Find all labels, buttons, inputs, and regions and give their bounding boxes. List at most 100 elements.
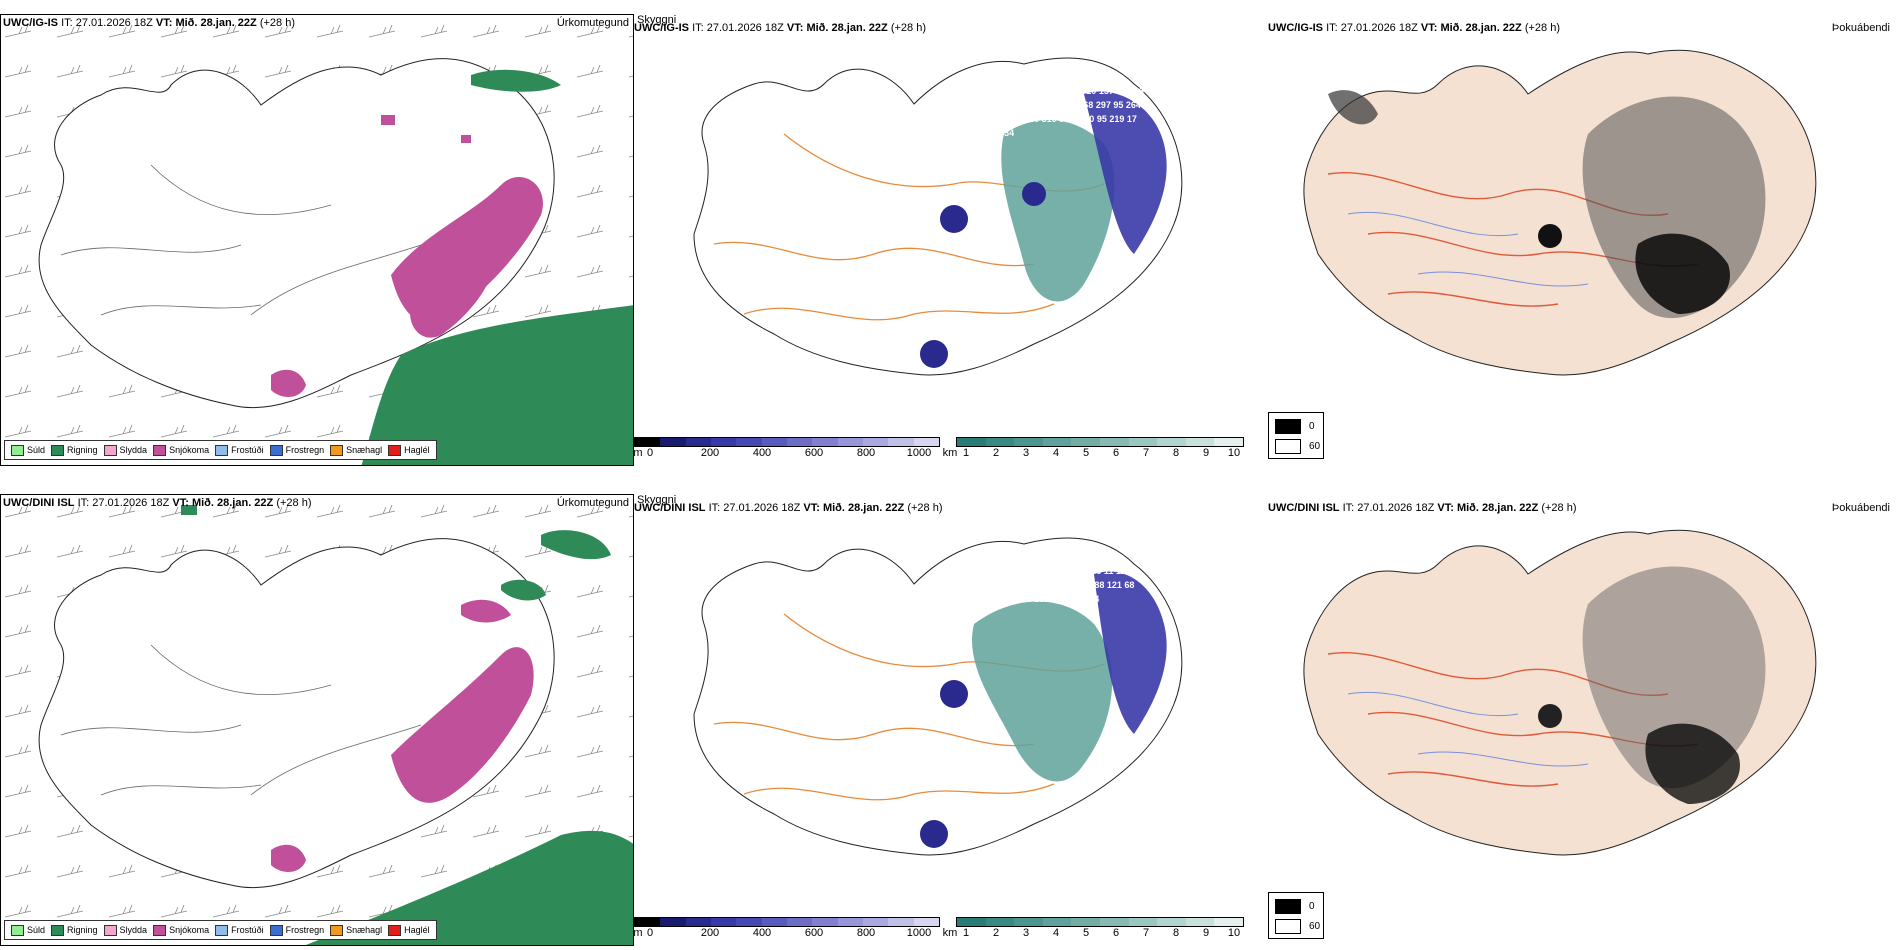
vis-label: 88	[1045, 100, 1056, 110]
vis-label: 11	[974, 566, 984, 576]
vis-label: 325	[974, 594, 990, 604]
vis-label: 98	[1073, 86, 1084, 96]
legend-item: Snæhagl	[330, 924, 382, 936]
km-tick: 9	[1202, 927, 1210, 939]
vis-label: 84	[1021, 594, 1032, 604]
vis-label: 88	[1094, 580, 1105, 590]
vis-label: 65	[1056, 580, 1067, 590]
height-tick: 600	[804, 927, 824, 939]
vis-label: 85	[974, 86, 985, 96]
vis-label: 125	[1028, 100, 1044, 110]
visibility-map-row2	[693, 537, 1183, 856]
vis-label: 105	[1004, 594, 1020, 604]
vis-label: 67	[1053, 566, 1064, 576]
vis-label: 47	[1036, 86, 1047, 96]
height-tick: 0	[646, 447, 654, 459]
vis-label: 87	[999, 114, 1010, 124]
vis-label: 335	[974, 580, 990, 590]
vis-label: 34	[1089, 594, 1100, 604]
vis-label: 69	[1061, 86, 1072, 96]
vis-label: 297	[1095, 100, 1111, 110]
precip-map-row2	[1, 495, 633, 945]
vis-label: 138	[1034, 594, 1050, 604]
vis-label: 69	[1071, 114, 1082, 124]
height-colorbar-row2: m 0 200 400 600 800 1000	[634, 917, 940, 939]
vis-label: 295	[991, 580, 1007, 590]
vis-label: 121	[1106, 580, 1122, 590]
vis-label: 34	[1003, 100, 1014, 110]
visibility-title-row2: Skyggni	[637, 494, 677, 506]
precip-legend-row1: Súld Rigning Slydda Snjókoma Frostúði Fr…	[4, 440, 437, 460]
vis-label: 55	[1069, 580, 1080, 590]
fog-header-row1: UWC/IG-IS IT: 27.01.2026 18Z VT: Mið. 28…	[1268, 22, 1560, 34]
vis-label: 163	[1009, 580, 1025, 590]
height-tick: 200	[700, 927, 720, 939]
precip-map-row1	[1, 15, 633, 465]
vis-label: 93	[990, 100, 1001, 110]
header-row1: UWC/IG-IS IT: 27.01.2026 18Z VT: Mið. 28…	[3, 17, 295, 29]
km-colorbar-strip	[956, 917, 1244, 927]
vis-header-row2: UWC/DINI ISL IT: 27.01.2026 18Z VT: Mið.…	[634, 502, 943, 514]
legend-item: Súld	[11, 444, 45, 456]
legend-item: Slydda	[103, 444, 147, 456]
vis-label: 68	[1083, 100, 1094, 110]
vis-label: 90	[1084, 114, 1095, 124]
legend-item: Snjókoma	[153, 924, 209, 936]
precip-legend-row2: Súld Rigning Slydda Snjókoma Frostúði Fr…	[4, 920, 437, 940]
fog-legend-item: 60	[1275, 919, 1320, 934]
vis-label: 72	[1058, 100, 1069, 110]
km-tick: 2	[992, 447, 1000, 459]
vis-label: 68	[1124, 580, 1135, 590]
height-unit: m	[634, 447, 643, 459]
header-row2: UWC/DINI ISL IT: 27.01.2026 18Z VT: Mið.…	[3, 497, 312, 509]
vis-label: 94	[1116, 86, 1127, 96]
height-tick: 1000	[906, 447, 932, 459]
vis-label: 744	[1026, 580, 1042, 590]
km-tick: 1	[962, 447, 970, 459]
vis-labels-row1: 85 11 82 98 12 47 84 69 98 10 157 94 106…	[974, 84, 1144, 140]
vis-label: 71	[1076, 594, 1087, 604]
vis-label: 108	[1011, 114, 1027, 124]
legend-item: Haglél	[388, 924, 430, 936]
km-colorbar-row2: km 1 2 3 4 5 6 7 8 9 10	[943, 917, 1244, 939]
vis-label: 95	[986, 114, 997, 124]
height-tick: 400	[752, 927, 772, 939]
vis-label: 98	[986, 566, 997, 576]
vis-label: 81	[1028, 566, 1039, 576]
legend-item: Súld	[11, 924, 45, 936]
legend-item: Frostúði	[215, 444, 264, 456]
vis-label: 95	[1113, 100, 1124, 110]
fog-title-row2: Þokuábendi	[1831, 502, 1890, 514]
km-tick: 7	[1142, 927, 1150, 939]
visibility-map-row1	[693, 57, 1183, 376]
precip-panel-row1: UWC/IG-IS IT: 27.01.2026 18Z VT: Mið. 28…	[0, 14, 634, 466]
height-colorbar-row1: m 0 200 400 600 800 1000	[634, 437, 940, 459]
vis-label: 34	[1004, 128, 1015, 138]
fog-legend-row2: 0 60	[1268, 892, 1324, 939]
km-tick: 10	[1227, 447, 1241, 459]
height-colorbar-strip	[634, 917, 940, 927]
vis-label: 310	[1041, 114, 1057, 124]
visibility-panel-row2: Skyggni UWC/DINI ISL IT: 27.01.2026 18Z …	[634, 494, 1268, 946]
legend-item: Slydda	[103, 924, 147, 936]
vis-labels-row2: 11 98 160 78 81 59 67 89 45 66 11 116 33…	[974, 564, 1144, 606]
vis-label: 95	[1096, 114, 1107, 124]
km-tick: 2	[992, 927, 1000, 939]
km-colorbar-strip	[956, 437, 1244, 447]
vis-label: 17	[1126, 114, 1137, 124]
km-tick: 4	[1052, 447, 1060, 459]
vis-label: 98	[1011, 86, 1022, 96]
vis-label: 111	[974, 100, 989, 110]
vis-label: 45	[1078, 566, 1089, 576]
vis-label: 80	[1029, 114, 1040, 124]
visibility-title-row1: Skyggni	[637, 14, 677, 26]
km-tick: 3	[1022, 447, 1030, 459]
height-unit: m	[634, 927, 643, 939]
vis-label: 89	[1066, 566, 1077, 576]
vis-label: 84	[1048, 86, 1059, 96]
vis-label: 10	[1086, 86, 1097, 96]
vis-label: 12	[1015, 100, 1026, 110]
vis-label: 264	[1125, 100, 1141, 110]
km-tick: 6	[1112, 447, 1120, 459]
visibility-panel-row1: Skyggni UWC/IG-IS IT: 27.01.2026 18Z VT:…	[634, 14, 1268, 466]
